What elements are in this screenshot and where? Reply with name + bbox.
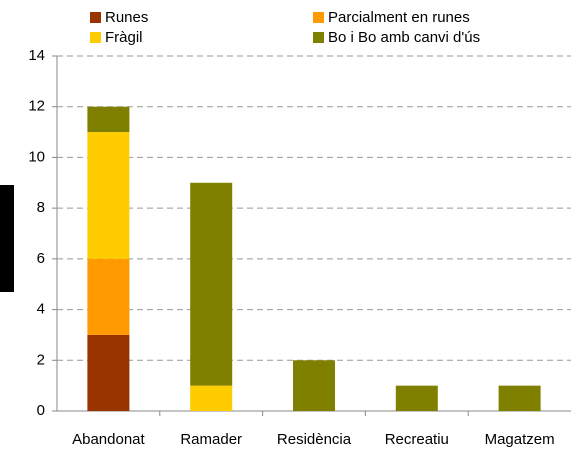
- x-tick-label: Abandonat: [72, 431, 145, 448]
- y-tick-label: 14: [28, 47, 45, 64]
- y-tick-label: 10: [28, 148, 45, 165]
- bar-segment: [498, 385, 541, 411]
- legend-label: Runes: [105, 9, 148, 26]
- x-tick-label: Recreatiu: [385, 431, 449, 448]
- legend-label: Bo i Bo amb canvi d'ús: [328, 29, 480, 46]
- x-tick-label: Residència: [277, 431, 352, 448]
- y-tick-label: 0: [37, 402, 45, 419]
- side-block: [0, 185, 14, 292]
- bar-segment: [87, 132, 130, 259]
- legend-swatch: [313, 12, 324, 23]
- legend-swatch: [90, 32, 101, 43]
- bar-segment: [87, 258, 130, 335]
- x-tick-label: Ramader: [180, 431, 242, 448]
- y-tick-label: 4: [37, 301, 45, 318]
- legend-swatch: [90, 12, 101, 23]
- legend-label: Fràgil: [105, 29, 143, 46]
- legend-swatch: [313, 32, 324, 43]
- bar-segment: [87, 106, 130, 133]
- y-tick-label: 8: [37, 199, 45, 216]
- y-tick-label: 2: [37, 351, 45, 368]
- x-tick-label: Magatzem: [485, 431, 555, 448]
- bar-segment: [395, 385, 438, 411]
- bar-segment: [293, 360, 335, 411]
- bar-segment: [190, 182, 233, 386]
- legend-label: Parcialment en runes: [328, 9, 470, 26]
- y-tick-label: 12: [28, 98, 45, 115]
- bar-segment: [190, 385, 233, 411]
- bar-segment: [87, 334, 130, 411]
- y-tick-label: 6: [37, 250, 45, 267]
